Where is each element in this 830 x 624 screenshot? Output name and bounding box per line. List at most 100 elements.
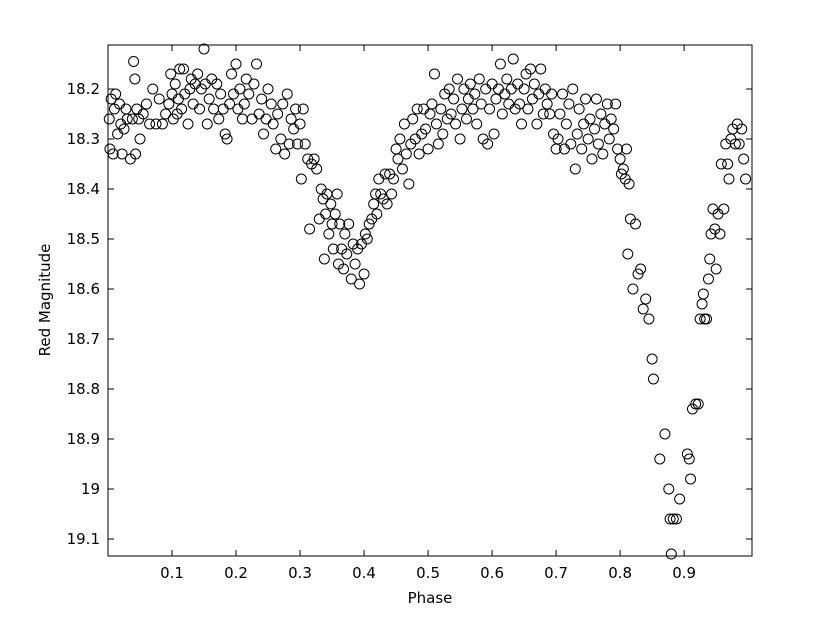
data-point — [281, 88, 293, 100]
data-point — [663, 483, 675, 495]
data-point — [290, 103, 302, 115]
data-point — [702, 273, 714, 285]
data-point — [403, 178, 415, 190]
data-point — [299, 138, 311, 150]
data-point — [740, 173, 752, 185]
data-point — [144, 118, 156, 130]
data-point — [165, 68, 177, 80]
data-point — [411, 103, 423, 115]
data-point — [178, 63, 190, 75]
data-point — [627, 283, 639, 295]
data-point — [275, 133, 287, 145]
data-point — [182, 118, 194, 130]
x-tick-label: 0.7 — [544, 564, 568, 582]
data-point — [400, 148, 412, 160]
data-point — [629, 218, 641, 230]
x-tick-label: 0.1 — [160, 564, 184, 582]
data-point — [670, 513, 682, 525]
data-point — [156, 118, 168, 130]
y-tick-label: 19 — [81, 480, 100, 498]
data-point — [507, 53, 519, 65]
data-point — [632, 268, 644, 280]
data-point — [272, 108, 284, 120]
data-point — [560, 118, 572, 130]
data-point — [563, 98, 575, 110]
data-point — [694, 313, 706, 325]
data-point — [516, 118, 528, 130]
data-point — [428, 68, 440, 80]
data-point — [460, 113, 472, 125]
data-point — [469, 88, 481, 100]
data-point — [394, 133, 406, 145]
data-point — [535, 63, 547, 75]
data-point — [329, 208, 341, 220]
data-point — [343, 218, 355, 230]
data-point — [643, 313, 655, 325]
data-point — [413, 148, 425, 160]
data-point — [576, 143, 588, 155]
data-point — [571, 128, 583, 140]
data-point — [582, 133, 594, 145]
data-point — [601, 98, 613, 110]
data-point — [349, 258, 361, 270]
x-tick-label: 0.4 — [352, 564, 376, 582]
data-point — [325, 198, 337, 210]
data-point — [464, 78, 476, 90]
data-point — [501, 73, 513, 85]
data-point — [160, 108, 172, 120]
x-axis-label: Phase — [408, 589, 453, 607]
data-point — [484, 103, 496, 115]
data-point — [733, 138, 745, 150]
data-point — [718, 203, 730, 215]
data-point — [130, 148, 142, 160]
data-point — [326, 218, 338, 230]
data-point — [121, 113, 133, 125]
data-point — [605, 113, 617, 125]
data-point — [565, 138, 577, 150]
data-point — [359, 228, 371, 240]
data-point — [437, 128, 449, 140]
data-point — [426, 98, 438, 110]
data-point — [567, 83, 579, 95]
data-point — [240, 73, 252, 85]
data-point — [107, 148, 119, 160]
data-point — [435, 103, 447, 115]
data-point — [381, 198, 393, 210]
data-point — [363, 218, 375, 230]
data-point — [528, 78, 540, 90]
data-point — [659, 428, 671, 440]
y-tick-label: 19.1 — [67, 530, 100, 548]
data-point — [715, 158, 727, 170]
data-point — [265, 98, 277, 110]
data-point — [392, 153, 404, 165]
data-point — [710, 263, 722, 275]
data-point — [126, 113, 138, 125]
data-point — [243, 88, 255, 100]
data-point — [361, 233, 373, 245]
data-point — [623, 178, 635, 190]
data-point — [622, 248, 634, 260]
y-tick-label: 18.8 — [67, 380, 100, 398]
data-point — [674, 493, 686, 505]
data-point — [211, 78, 223, 90]
data-point — [134, 133, 146, 145]
data-point — [612, 143, 624, 155]
data-point — [354, 278, 366, 290]
data-point — [103, 113, 115, 125]
data-point — [546, 88, 558, 100]
data-point — [407, 113, 419, 125]
data-point — [294, 118, 306, 130]
data-point — [589, 123, 601, 135]
data-point — [140, 98, 152, 110]
data-point — [667, 513, 679, 525]
y-tick-label: 18.3 — [67, 130, 100, 148]
data-point — [471, 118, 483, 130]
data-point — [422, 143, 434, 155]
data-point — [522, 103, 534, 115]
data-point — [386, 188, 398, 200]
plot-frame — [107, 44, 753, 557]
data-point — [597, 148, 609, 160]
data-point — [270, 143, 282, 155]
data-point — [371, 208, 383, 220]
